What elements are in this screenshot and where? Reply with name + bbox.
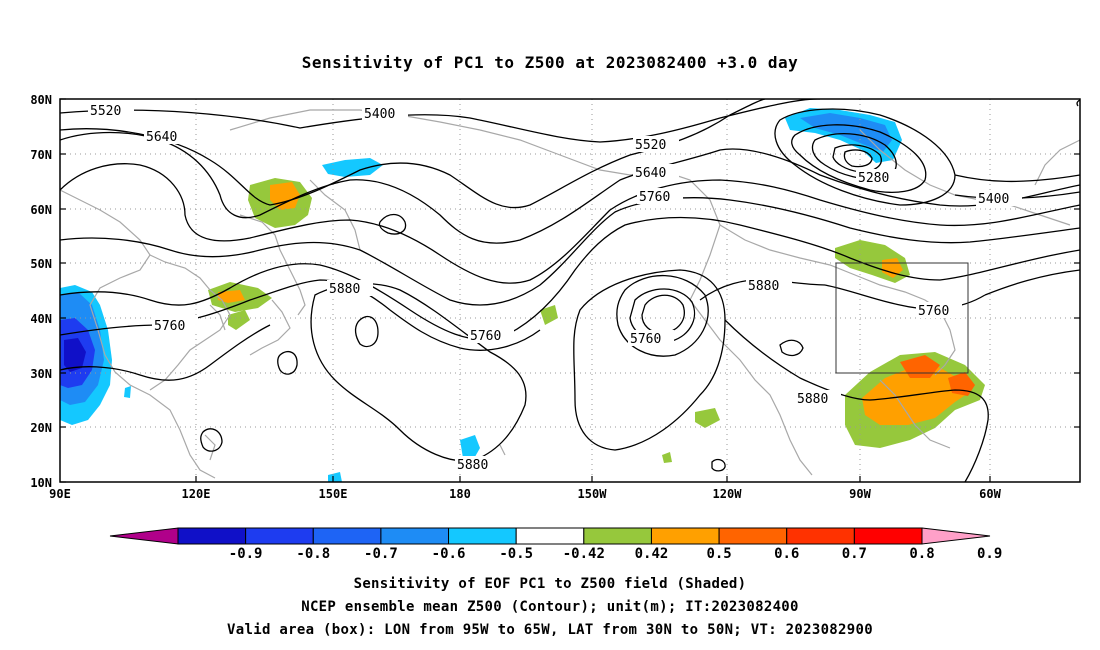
- caption-line-1: Sensitivity of EOF PC1 to Z500 field (Sh…: [354, 576, 747, 592]
- colorbar-min-arrow: [109, 527, 179, 545]
- colorbar-swatch: [650, 527, 720, 545]
- contour-label: 5760: [630, 332, 661, 347]
- colorbar: -0.9 -0.8 -0.7 -0.6 -0.5 -0.42 0.42 0.5 0.6 0.7 0.…: [109, 527, 1002, 562]
- lat-tick-label: 40N: [30, 312, 52, 326]
- colorbar-swatch: [853, 527, 923, 545]
- lon-tick-label: 150E: [319, 487, 348, 501]
- colorbar-label: 0.7: [842, 546, 867, 562]
- longitude-labels: 90E 120E 150E 180 150W 120W 90W 60W: [49, 487, 1001, 501]
- positive-region-gulf-inner: [900, 355, 940, 378]
- lat-tick-label: 60N: [30, 203, 52, 217]
- contour-label: 5880: [797, 392, 828, 407]
- colorbar-swatch: [786, 527, 855, 545]
- lon-tick-label: 120E: [182, 487, 211, 501]
- lon-tick-label: 90E: [49, 487, 71, 501]
- map-title: Sensitivity of PC1 to Z500 at 2023082400…: [302, 53, 799, 72]
- colorbar-swatch: [718, 527, 788, 545]
- contour-label: 5760: [918, 304, 949, 319]
- contour-label: 5880: [748, 279, 779, 294]
- contour-label: 5880: [457, 458, 488, 473]
- positive-region-korea-b: [228, 310, 250, 330]
- colorbar-label: -0.42: [563, 546, 605, 562]
- z500-contours: [60, 99, 1080, 482]
- latitude-labels: 80N 70N 60N 50N 40N 30N 20N 10N: [30, 93, 52, 490]
- colorbar-swatch: [177, 527, 247, 545]
- colorbar-swatch: [312, 527, 382, 545]
- lat-tick-label: 30N: [30, 367, 52, 381]
- colorbar-label: 0.9: [977, 546, 1002, 562]
- lon-tick-label: 180: [449, 487, 471, 501]
- contour-label: 5760: [639, 190, 670, 205]
- plot-frame: [59, 98, 1081, 483]
- lat-tick-label: 70N: [30, 148, 52, 162]
- lon-tick-label: 60W: [979, 487, 1001, 501]
- caption-line-2: NCEP ensemble mean Z500 (Contour); unit(…: [301, 599, 799, 615]
- colorbar-swatch: [515, 527, 585, 545]
- colorbar-swatch: [380, 527, 450, 545]
- positive-region-mexico: [695, 408, 720, 428]
- lat-tick-label: 80N: [30, 93, 52, 107]
- contour-label: 5400: [978, 192, 1009, 207]
- colorbar-label: -0.8: [296, 546, 330, 562]
- colorbar-max-arrow: [921, 527, 991, 545]
- colorbar-label: 0.6: [774, 546, 799, 562]
- colorbar-label: 0.42: [635, 546, 669, 562]
- shaded-sensitivity: [60, 108, 985, 482]
- negative-region-china: [124, 386, 131, 398]
- contour-label: 5520: [90, 104, 121, 119]
- lon-tick-label: 150W: [578, 487, 608, 501]
- lon-tick-label: 90W: [849, 487, 871, 501]
- lat-tick-label: 20N: [30, 421, 52, 435]
- colorbar-swatch: [245, 527, 314, 545]
- lon-tick-label: 120W: [713, 487, 743, 501]
- contour-label: 5640: [635, 166, 666, 181]
- positive-region-pacific-b: [662, 452, 672, 463]
- colorbar-swatch: [448, 527, 517, 545]
- negative-region-asia-deep: [64, 338, 86, 372]
- colorbar-label: 0.8: [909, 546, 934, 562]
- contour-label: 5280: [858, 171, 889, 186]
- negative-region-pacific-b: [328, 472, 342, 482]
- contour-label: 5880: [329, 282, 360, 297]
- colorbar-label: -0.5: [499, 546, 533, 562]
- negative-region-pacific: [460, 435, 480, 462]
- contour-label: 5400: [364, 107, 395, 122]
- valid-area-box: [835, 262, 969, 374]
- colorbar-label: -0.9: [229, 546, 263, 562]
- axis-ticks: [60, 98, 1080, 483]
- colorbar-swatch: [583, 527, 652, 545]
- colorbar-label: -0.6: [432, 546, 466, 562]
- caption-line-3: Valid area (box): LON from 95W to 65W, L…: [227, 622, 873, 638]
- lat-tick-label: 50N: [30, 257, 52, 271]
- contour-label: 5520: [635, 138, 666, 153]
- lat-tick-label: 10N: [30, 476, 52, 490]
- colorbar-label: 0.5: [706, 546, 731, 562]
- colorbar-label: -0.7: [364, 546, 398, 562]
- contour-labels: 5520 5400 5640 5520 5640 5760 5280 5400 …: [88, 102, 1022, 473]
- positive-region-pacific: [540, 305, 558, 325]
- contour-label: 5760: [470, 329, 501, 344]
- positive-region-korea-core: [218, 290, 245, 303]
- contour-label: 5760: [154, 319, 185, 334]
- negative-region-canada-core: [800, 113, 892, 152]
- coastlines: [60, 109, 1080, 479]
- negative-region-kamchatka: [322, 158, 383, 177]
- contour-label: 5640: [146, 130, 177, 145]
